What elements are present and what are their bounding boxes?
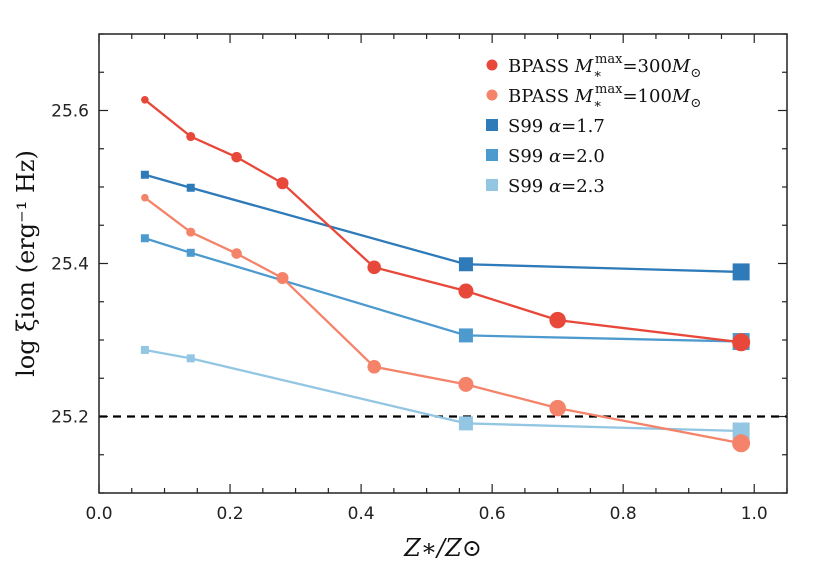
- legend-label: BPASS M∗max=300M⊙: [508, 52, 701, 82]
- data-point: [186, 131, 196, 142]
- data-point: [732, 434, 751, 453]
- data-point: [186, 248, 195, 257]
- series-line: [144, 98, 742, 344]
- data-point: [458, 328, 473, 343]
- data-point: [732, 263, 750, 281]
- plot-frame: [98, 33, 788, 494]
- data-point: [186, 227, 196, 237]
- x-tick-label: 0.0: [85, 504, 112, 524]
- data-point: [186, 354, 195, 363]
- series-1: [141, 193, 751, 453]
- data-point: [458, 283, 474, 299]
- series-line: [144, 237, 742, 343]
- x-axis-label: Z∗/Z⊙: [403, 534, 482, 562]
- data-point: [276, 272, 289, 285]
- y-tick-label: 25.4: [51, 255, 89, 275]
- axis-titles: Z∗/Z⊙ log ξion (erg⁻¹ Hz): [12, 150, 482, 562]
- legend-marker: [486, 119, 498, 131]
- data-point: [549, 399, 566, 417]
- data-point: [140, 345, 149, 354]
- data-point: [231, 151, 242, 163]
- data-point: [549, 311, 566, 329]
- legend: BPASS M∗max=300M⊙BPASS M∗max=100M⊙ S99 α=…: [486, 52, 701, 197]
- data-point: [141, 95, 149, 104]
- legend-label: BPASS M∗max=100M⊙: [508, 82, 701, 112]
- data-point: [732, 333, 751, 352]
- series-layer: [140, 95, 751, 453]
- legend-label: S99 α=2.0: [508, 146, 605, 167]
- x-tick-label: 0.4: [348, 504, 375, 524]
- data-point: [458, 416, 473, 431]
- legend-marker: [486, 89, 498, 101]
- data-point: [140, 234, 149, 243]
- data-point: [186, 183, 195, 192]
- data-point: [140, 170, 149, 179]
- data-point: [141, 193, 149, 202]
- legend-label: S99 α=2.3: [508, 176, 605, 197]
- legend-marker: [486, 149, 498, 161]
- series-0: [141, 95, 751, 352]
- data-point: [367, 260, 381, 275]
- series-2: [140, 170, 750, 281]
- series-4: [140, 345, 750, 440]
- data-point: [458, 376, 474, 392]
- ticks-layer: 0.0 0.2 0.4 0.6 0.8 1.0 25.2 25.4 25.6: [51, 33, 788, 524]
- series-line: [144, 196, 742, 445]
- x-tick-label: 0.8: [610, 504, 637, 524]
- legend-label: S99 α=1.7: [508, 116, 605, 137]
- y-tick-label: 25.2: [51, 408, 89, 428]
- y-tick-label: 25.6: [51, 102, 89, 122]
- legend-marker: [486, 59, 498, 71]
- data-point: [231, 248, 242, 259]
- data-point: [276, 177, 289, 190]
- data-point: [458, 257, 473, 272]
- data-point: [367, 360, 381, 374]
- data-point: [732, 422, 750, 440]
- x-tick-label: 0.6: [479, 504, 506, 524]
- y-axis-label: log ξion (erg⁻¹ Hz): [12, 150, 40, 377]
- series-line: [144, 348, 742, 433]
- x-tick-label: 1.0: [741, 504, 768, 524]
- legend-marker: [486, 179, 498, 191]
- x-tick-label: 0.2: [217, 504, 244, 524]
